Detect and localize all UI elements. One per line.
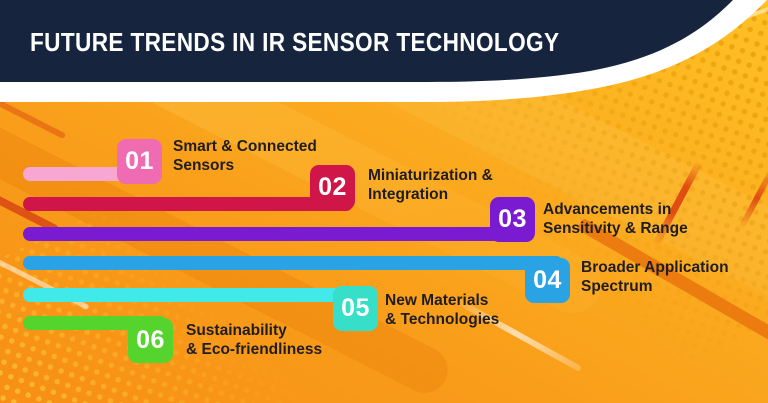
trend-number-box: 04 xyxy=(525,258,570,303)
trend-label: New Materials & Technologies xyxy=(385,292,500,328)
trend-label: Smart & Connected Sensors xyxy=(173,138,317,174)
trend-bar xyxy=(23,288,371,302)
trend-number: 06 xyxy=(136,326,165,354)
trend-number-box: 02 xyxy=(310,165,355,210)
trend-number: 01 xyxy=(125,147,154,175)
trend-bar xyxy=(23,227,528,241)
red-streak-accent xyxy=(737,165,768,231)
trend-number: 04 xyxy=(533,266,562,294)
trend-bar xyxy=(23,197,353,211)
trend-number: 05 xyxy=(341,294,370,322)
trend-number-box: 05 xyxy=(333,286,378,331)
trend-label: Broader Application Spectrum xyxy=(581,259,729,295)
trend-number: 03 xyxy=(498,205,527,233)
trend-label: Advancements in Sensitivity & Range xyxy=(543,201,688,237)
diagonal-stripe-bottom-right xyxy=(576,217,768,380)
trend-number-box: 01 xyxy=(117,139,162,184)
page-title: FUTURE TRENDS IN IR SENSOR TECHNOLOGY xyxy=(30,27,560,57)
trend-number-box: 03 xyxy=(490,197,535,242)
trend-number: 02 xyxy=(318,173,347,201)
trend-label: Miniaturization & Integration xyxy=(368,167,493,203)
trend-bar xyxy=(23,256,563,270)
trend-number-box: 06 xyxy=(128,318,173,363)
trend-label: Sustainability & Eco-friendliness xyxy=(186,322,323,358)
